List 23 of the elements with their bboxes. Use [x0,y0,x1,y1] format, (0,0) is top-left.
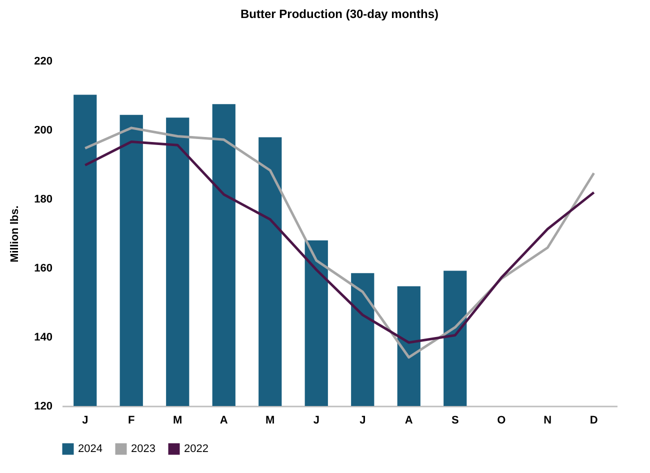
x-tick-label: N [544,414,552,426]
x-tick-label: O [497,414,506,426]
legend-label: 2024 [78,443,102,455]
legend-label: 2022 [184,443,208,455]
x-tick-label: J [313,414,320,426]
x-tick-label: A [220,414,228,426]
y-tick-label: 160 [34,262,52,274]
x-tick-label: D [590,414,598,426]
x-tick-label: M [173,414,182,426]
y-tick-label: 220 [34,56,52,68]
x-tick-label: A [404,414,413,426]
legend-label: 2023 [131,443,156,455]
y-tick-label: 200 [34,124,52,136]
x-tick-label: F [128,414,136,426]
x-tick-label: S [451,414,459,426]
x-tick-label: J [82,414,88,426]
x-tick-label: J [360,414,366,426]
x-tick-label: M [266,414,275,426]
chart-title: Butter Production (30-day months) [240,7,439,21]
y-tick-label: 140 [34,332,52,344]
y-tick-label: 120 [34,400,52,412]
y-tick-label: 180 [34,194,52,206]
y-axis-title: Million lbs. [9,206,22,262]
